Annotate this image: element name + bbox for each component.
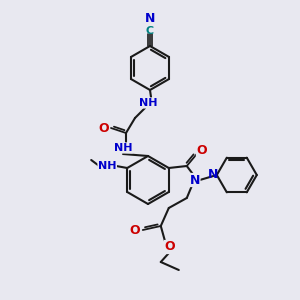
Text: O: O (130, 224, 140, 238)
Text: NH: NH (139, 98, 157, 108)
Text: NH: NH (98, 161, 116, 171)
Text: O: O (196, 145, 207, 158)
Text: O: O (164, 241, 175, 254)
Text: N: N (145, 13, 155, 26)
Text: N: N (208, 169, 218, 182)
Text: NH: NH (114, 143, 132, 153)
Text: O: O (99, 122, 109, 134)
Text: C: C (146, 26, 154, 36)
Text: N: N (190, 173, 200, 187)
